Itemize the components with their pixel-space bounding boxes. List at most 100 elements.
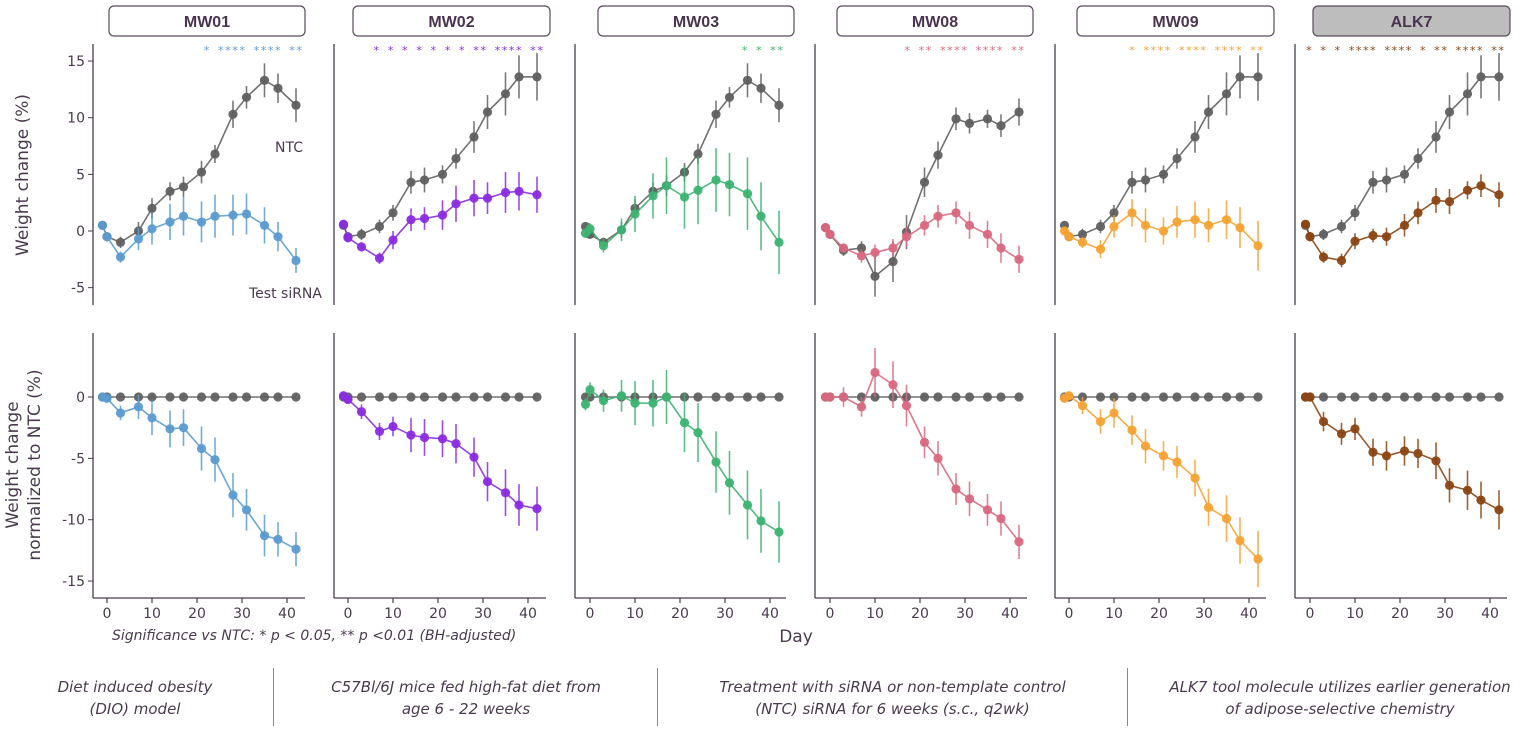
x-tick-label: 10 (1105, 606, 1123, 622)
test-point (679, 192, 690, 202)
ntc-normalized-point (406, 392, 416, 402)
ntc-point (1109, 208, 1119, 218)
x-tick-label: 30 (1195, 606, 1213, 622)
ntc-point (374, 221, 385, 232)
caption-3: Treatment with siRNA or non-template con… (660, 676, 1125, 720)
test-normalized-point (982, 505, 993, 515)
ntc-point (388, 208, 398, 218)
test-normalized-point (406, 430, 416, 440)
ntc-line (1304, 76, 1499, 238)
ntc-point (693, 149, 703, 159)
test-normalized-point (482, 477, 493, 487)
panel-title: MW03 (673, 14, 719, 31)
test-normalized-point (196, 443, 207, 454)
test-normalized-point (1253, 554, 1263, 564)
test-point (406, 215, 416, 225)
test-normalized-point (1064, 391, 1074, 401)
significance-stars: * * * **** **** * ** **** ** (1306, 44, 1505, 57)
caption-2-line1: C57Bl/6J mice fed high-fat diet from (331, 678, 601, 696)
test-normalized-point (273, 534, 283, 544)
ntc-point (469, 132, 479, 142)
significance-stars: * ** **** **** ** (904, 44, 1025, 57)
panel-title-box (836, 5, 1034, 37)
ntc-point (451, 153, 461, 164)
test-normalized-point (856, 402, 867, 412)
test-point (756, 211, 766, 221)
ntc-normalized-point (451, 392, 461, 402)
panel-title-box (597, 5, 795, 37)
y-tick-label: 15 (67, 54, 85, 70)
test-normalized-point (500, 488, 511, 498)
panel-title: MW01 (184, 14, 230, 31)
ntc-normalized-point (1014, 392, 1024, 402)
test-normalized-point (210, 454, 220, 465)
ntc-point (178, 182, 189, 192)
test-normalized-point (1399, 446, 1410, 456)
ntc-normalized-point (951, 392, 961, 402)
test-point (1095, 244, 1106, 254)
ntc-point (1095, 221, 1106, 232)
test-point (1476, 181, 1486, 191)
test-point (147, 224, 157, 234)
test-normalized-point (1158, 451, 1169, 461)
significance-stars: * * * * * * * ** **** ** (373, 44, 544, 57)
significance-stars: * **** **** **** ** (1129, 44, 1264, 57)
test-point (1300, 219, 1311, 229)
ntc-point (514, 72, 524, 82)
ntc-normalized-point (210, 392, 220, 402)
test-point (241, 209, 252, 219)
ntc-normalized-point (437, 392, 448, 402)
ntc-point (406, 177, 416, 187)
panel-mw09: MW09 * **** **** **** ** 0 10 20 30 40 (1054, 5, 1275, 622)
test-point (259, 220, 270, 230)
ntc-normalized-point (1431, 392, 1441, 402)
test-point (1336, 255, 1347, 266)
y-tick-label: 0 (76, 224, 85, 240)
caption-3-line2: (NTC) siRNA for 6 weeks (s.c., q2wk) (755, 700, 1030, 718)
test-point (1494, 190, 1504, 200)
ntc-normalized-point (919, 392, 930, 402)
ntc-point (1077, 229, 1088, 239)
ntc-point (1462, 89, 1473, 99)
x-tick-label: 30 (716, 606, 734, 622)
test-normalized-point (648, 398, 658, 408)
test-point (343, 233, 353, 243)
ntc-normalized-point (1462, 392, 1473, 402)
ntc-normalized-point (1494, 392, 1504, 402)
panel-title-box (1076, 5, 1275, 37)
test-point (711, 175, 721, 185)
x-tick-label: 0 (826, 606, 835, 622)
panel-mw01: MW01 * **** **** ** 0 10 20 30 40 -5 0 5 10 15 -15 -1… (62, 5, 306, 622)
test-normalized-point (724, 478, 735, 488)
ntc-annotation: NTC (275, 140, 303, 156)
test-point (838, 243, 849, 253)
test-normalized-point (1077, 400, 1088, 411)
ntc-normalized-point (756, 392, 766, 402)
test-normalized-point (1140, 441, 1151, 451)
ntc-line (584, 79, 780, 244)
test-line (342, 190, 538, 260)
test-normalized-point (1235, 535, 1245, 546)
test-point (437, 210, 448, 220)
test-normalized-point (825, 392, 835, 402)
ntc-normalized-point (933, 392, 943, 402)
test-normalized-point (774, 527, 784, 537)
test-normalized-point (1014, 537, 1024, 547)
test-point (356, 242, 367, 252)
test-normalized-point (241, 505, 252, 515)
test-normalized-point (1109, 408, 1119, 418)
x-tick-label: 20 (671, 606, 689, 622)
panel-title: MW02 (428, 14, 474, 31)
test-point (210, 211, 220, 221)
ntc-normalized-point (1203, 392, 1214, 402)
test-normalized-point (451, 439, 461, 449)
test-normalized-point (901, 400, 912, 411)
panel-title: ALK7 (1391, 14, 1433, 31)
test-point (338, 219, 349, 229)
test-normalized-point (178, 423, 189, 433)
test-point (919, 220, 930, 230)
ntc-point (259, 75, 270, 85)
ntc-point (241, 92, 252, 102)
caption-4: ALK7 tool molecule utilizes earlier gene… (1130, 676, 1536, 720)
test-point (1077, 237, 1088, 247)
